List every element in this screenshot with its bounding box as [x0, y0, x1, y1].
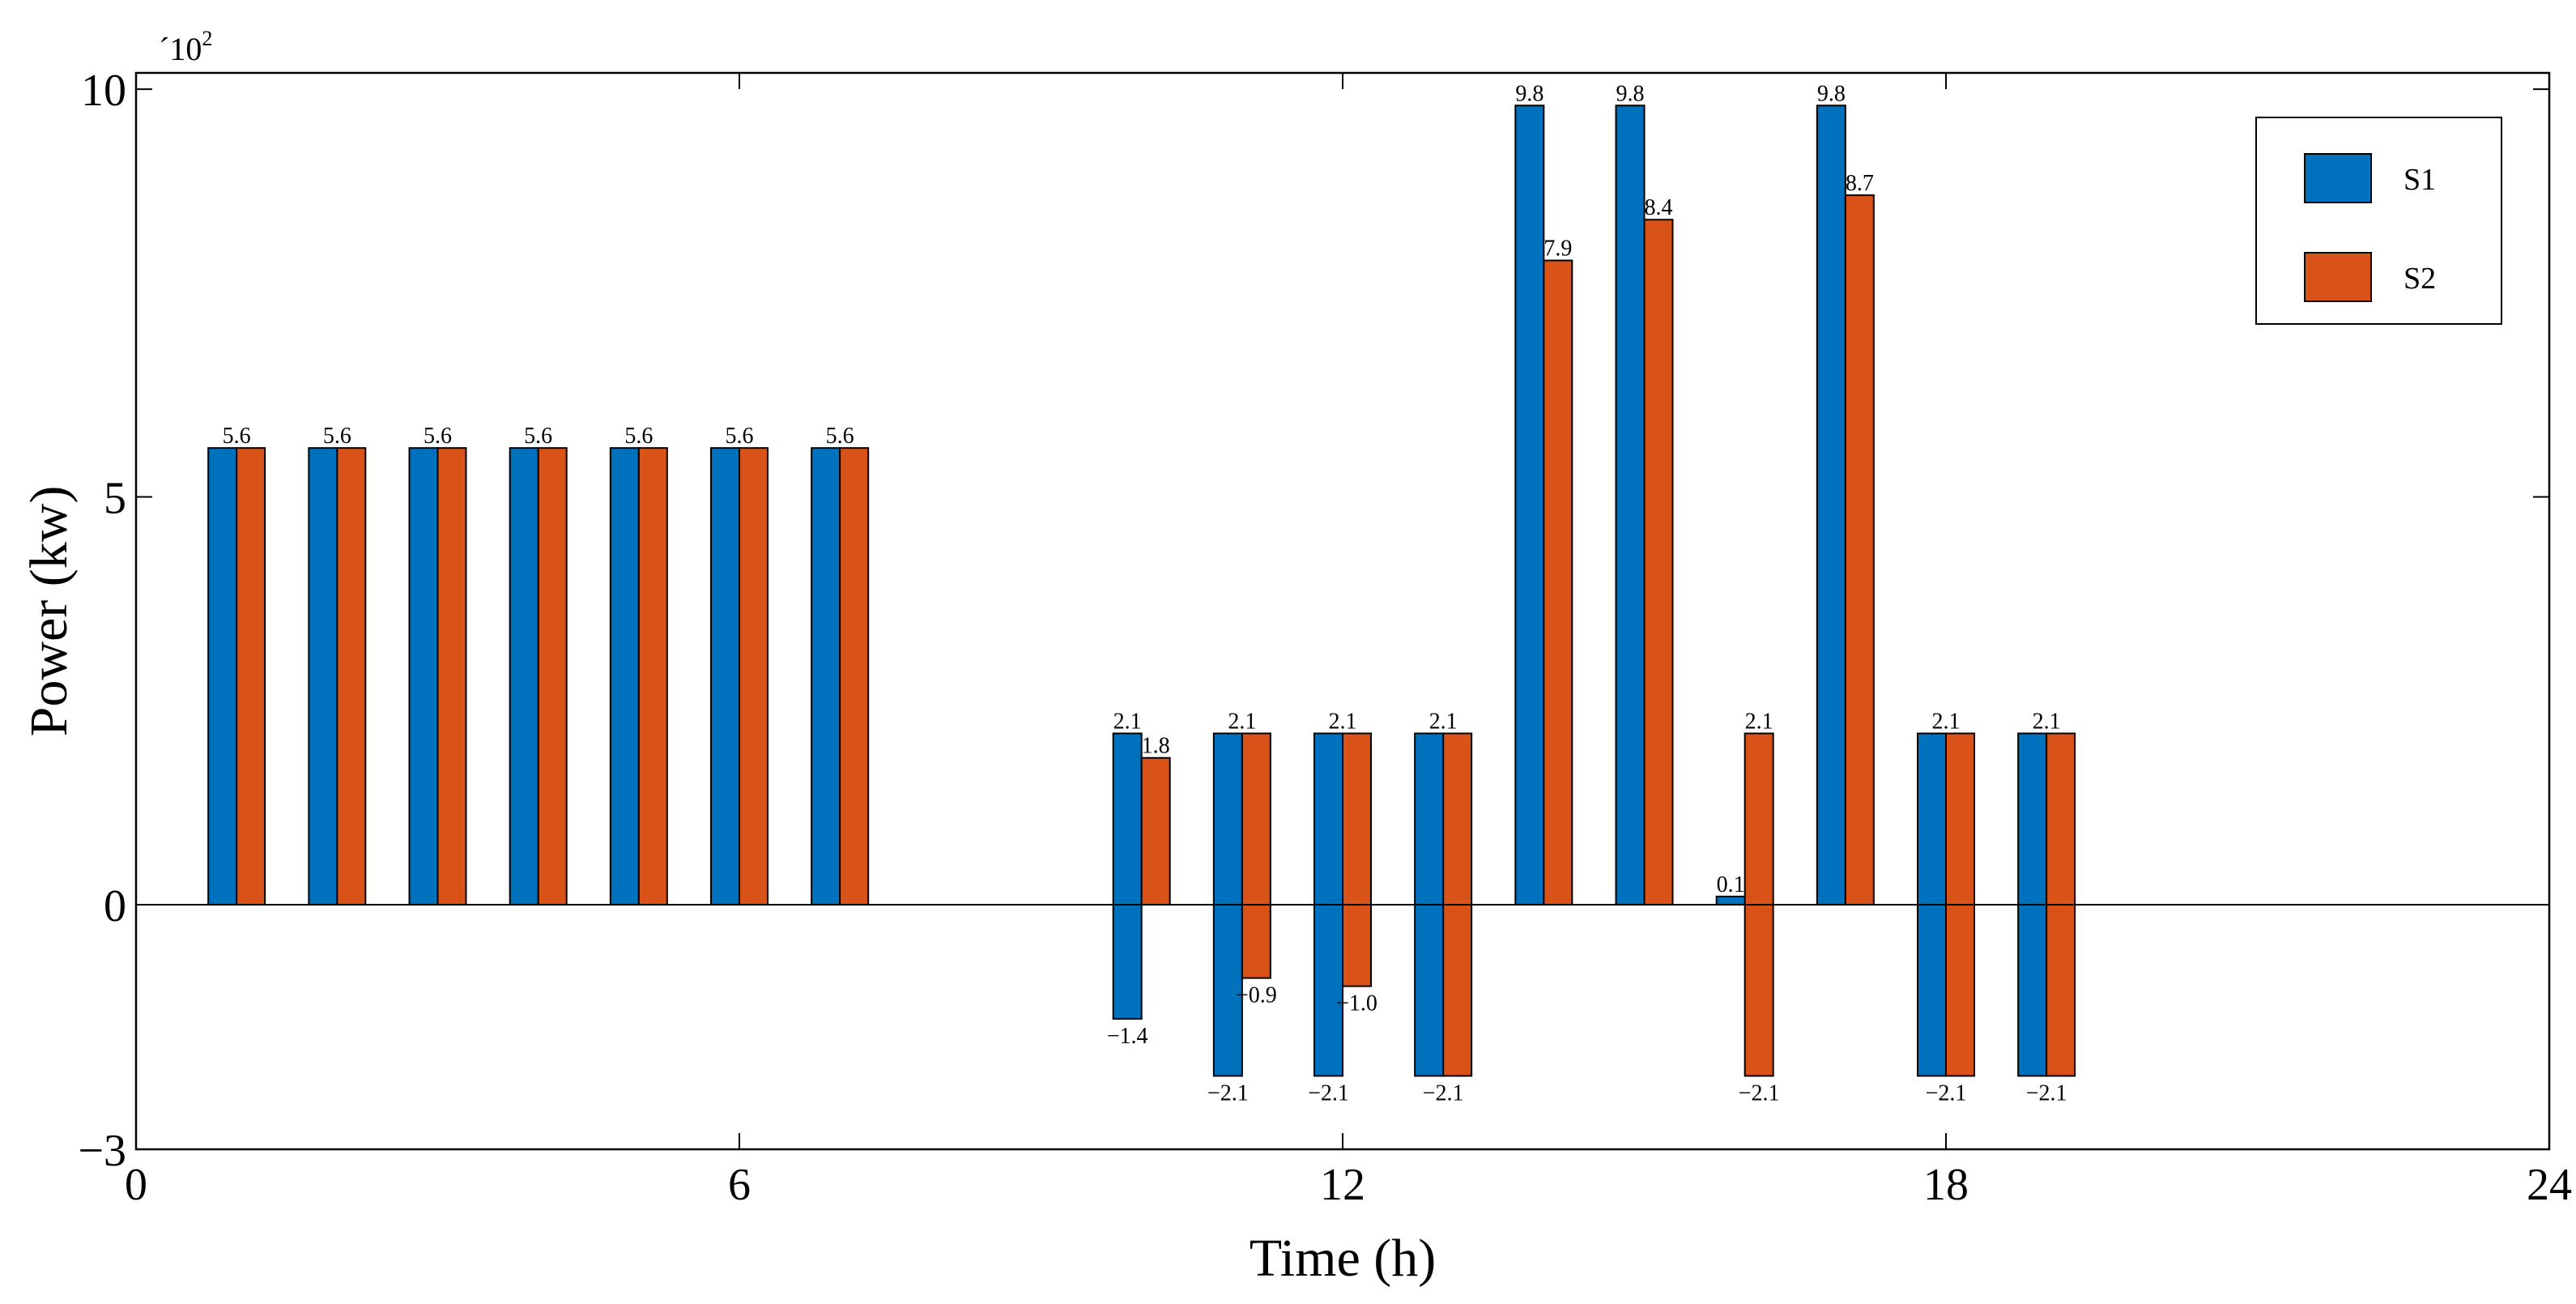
data-label-top-7: 2.1: [1113, 710, 1142, 735]
bar-s1-t14: [1514, 104, 1545, 906]
y-axis-multiplier-exponent: 2: [202, 27, 212, 50]
legend-swatch-s2: [2304, 252, 2372, 302]
data-label-top-21: 2.1: [2033, 710, 2061, 735]
bar-s1-t4: [509, 447, 539, 906]
legend-label-s2: S2: [2404, 262, 2436, 296]
x-tick-label-24: 24: [2527, 1160, 2572, 1210]
y-axis-multiplier-base: ´10: [159, 31, 202, 67]
data-label-top-12: 9.8: [1515, 81, 1543, 106]
y-tick-label-0: 0: [104, 881, 126, 931]
legend-label-s1: S1: [2404, 163, 2436, 197]
data-label-top-9: 2.1: [1228, 710, 1256, 735]
data-label-bottom-3: −2.1: [1308, 1080, 1349, 1106]
bar-s2-t17: [1844, 194, 1875, 906]
bar-s2-t14: [1543, 259, 1573, 906]
data-label-top-8: 1.8: [1142, 734, 1170, 759]
bar-s1-t5: [609, 447, 640, 906]
data-label-top-17: 2.1: [1745, 710, 1773, 735]
bar-s2-t5: [637, 447, 668, 906]
legend: S1 S2: [2255, 117, 2502, 325]
data-label-bottom-5: −2.1: [1423, 1080, 1464, 1106]
bar-s2-t11: [1241, 732, 1271, 979]
bar-s2-t7: [839, 447, 870, 906]
x-axis-title: Time (h): [1250, 1229, 1436, 1288]
bar-s1-t17: [1816, 104, 1846, 906]
bar-s1-t1: [207, 447, 238, 906]
data-label-top-19: 8.7: [1846, 171, 1874, 196]
y-tick-label-5: 5: [104, 474, 126, 524]
bar-s2-t15: [1643, 219, 1674, 906]
x-tick-label-12: 12: [1320, 1160, 1365, 1210]
data-label-bottom-1: −2.1: [1207, 1080, 1249, 1106]
legend-swatch-s1: [2304, 153, 2372, 203]
bar-s2-t1: [236, 447, 266, 906]
x-tick-label-18: 18: [1923, 1160, 1969, 1210]
bar-s1-t15: [1615, 104, 1646, 906]
bar-s1-t16: [1715, 895, 1746, 906]
bar-s1-t10: [1112, 732, 1143, 1020]
data-label-bottom-2: −0.9: [1236, 983, 1277, 1008]
bar-s2-t4: [537, 447, 568, 906]
bar-s1-t7: [811, 447, 841, 906]
data-label-top-11: 2.1: [1429, 710, 1458, 735]
data-label-top-0: 5.6: [223, 424, 251, 449]
data-label-top-16: 0.1: [1717, 872, 1745, 897]
bar-s1-t2: [308, 447, 338, 906]
data-label-bottom-7: −2.1: [1926, 1080, 1967, 1106]
data-label-top-13: 7.9: [1543, 237, 1572, 262]
data-label-top-2: 5.6: [424, 424, 452, 449]
x-tick-label-0: 0: [125, 1160, 147, 1210]
data-label-bottom-6: −2.1: [1739, 1080, 1780, 1106]
data-labels-layer: 5.6 5.6 5.6 5.6 5.6 5.6 5.62.11.82.1 2.1 2.19.87…: [223, 81, 2067, 1106]
y-axis-title: Power (kw): [19, 486, 79, 737]
bar-s2-t10: [1140, 756, 1171, 906]
legend-box: [2255, 117, 2502, 325]
bar-s2-t6: [739, 447, 769, 906]
data-label-top-18: 9.8: [1817, 81, 1846, 106]
y-axis-multiplier: ´102: [159, 27, 212, 67]
data-label-bottom-0: −1.4: [1107, 1024, 1148, 1049]
data-label-top-1: 5.6: [323, 424, 351, 449]
y-tick-label-10: 10: [81, 66, 126, 116]
data-label-top-14: 9.8: [1616, 81, 1645, 106]
data-label-top-3: 5.6: [524, 424, 552, 449]
bar-s1-t6: [710, 447, 740, 906]
data-label-top-15: 8.4: [1645, 195, 1673, 220]
data-label-bottom-4: −1.0: [1336, 991, 1377, 1016]
data-label-bottom-8: −2.1: [2026, 1080, 2067, 1106]
bar-s1-t3: [408, 447, 439, 906]
bar-s2-t3: [436, 447, 467, 906]
data-label-top-10: 2.1: [1329, 710, 1357, 735]
data-label-top-5: 5.6: [726, 424, 754, 449]
x-tick-label-6: 6: [728, 1160, 751, 1210]
bar-s2-t2: [336, 447, 367, 906]
y-tick-label--3: −3: [78, 1126, 126, 1176]
data-label-top-20: 2.1: [1932, 710, 1961, 735]
bar-s2-t12: [1342, 732, 1372, 987]
data-label-top-4: 5.6: [624, 424, 653, 449]
data-label-top-6: 5.6: [826, 424, 854, 449]
